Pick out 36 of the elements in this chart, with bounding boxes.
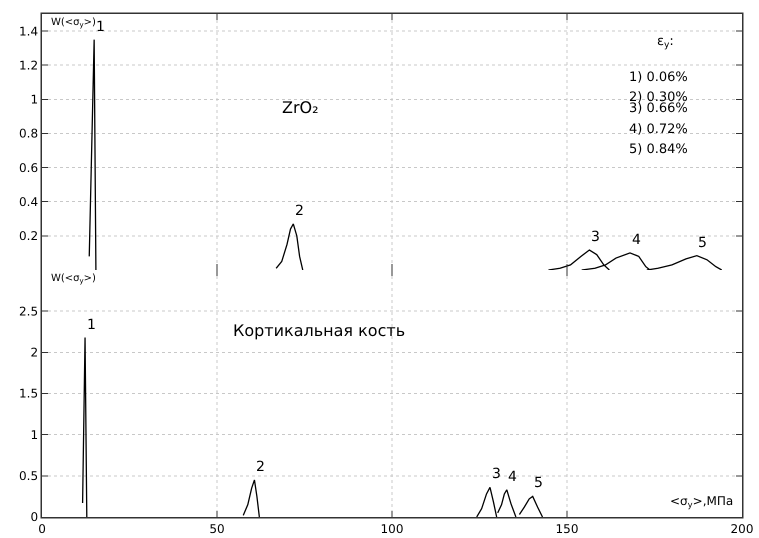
y-tick-label: 1.4 <box>19 24 38 38</box>
text: ZrO₂ <box>282 98 319 117</box>
x-axis-title: <σ$_{y}$>,МПа <box>670 494 734 510</box>
y-tick-label: 2.5 <box>19 304 38 318</box>
y-tick-label: 0.6 <box>19 160 38 175</box>
y-tick-label: 0.8 <box>19 126 38 141</box>
y-tick-label: 1.5 <box>19 386 38 401</box>
y-tick-label: 1 <box>30 428 38 442</box>
annotation: ε$_{y}$: <box>657 34 674 51</box>
y-tick-label: 0.2 <box>19 229 38 244</box>
series-label: 5 <box>698 235 707 251</box>
x-tick-label: 150 <box>556 522 578 536</box>
y-tick-label: 0.4 <box>19 194 38 209</box>
x-tick-label: 200 <box>730 522 754 536</box>
series-label: 3 <box>591 229 600 245</box>
series-label: 5 <box>534 475 543 491</box>
y-tick-label: 2 <box>30 346 38 360</box>
text: Кортикальная кость <box>233 321 406 340</box>
series-label: 1 <box>96 19 105 35</box>
series-label: 3 <box>492 466 501 482</box>
x-tick-label: 50 <box>209 522 225 536</box>
y-tick-label: 1 <box>30 92 38 107</box>
series-label: 2 <box>295 203 304 219</box>
x-tick-label: 100 <box>380 522 404 536</box>
y-tick-label: 1.2 <box>19 58 38 72</box>
y-tick-label: 0 <box>30 510 38 524</box>
series-label: 4 <box>632 232 641 248</box>
series-label: 2 <box>256 459 265 475</box>
annotation: 1) 0.06% <box>629 70 688 85</box>
series-label: 4 <box>508 469 517 485</box>
y-tick-label: 0.5 <box>19 469 38 484</box>
y-axis-title: W(<σ$_{y}$>) <box>51 17 96 30</box>
annotation: 4) 0.72% <box>629 122 688 137</box>
annotation: 5) 0.84% <box>629 142 688 157</box>
series-label: 1 <box>87 317 96 333</box>
y-axis-title: W(<σ$_{y}$>) <box>51 273 96 286</box>
